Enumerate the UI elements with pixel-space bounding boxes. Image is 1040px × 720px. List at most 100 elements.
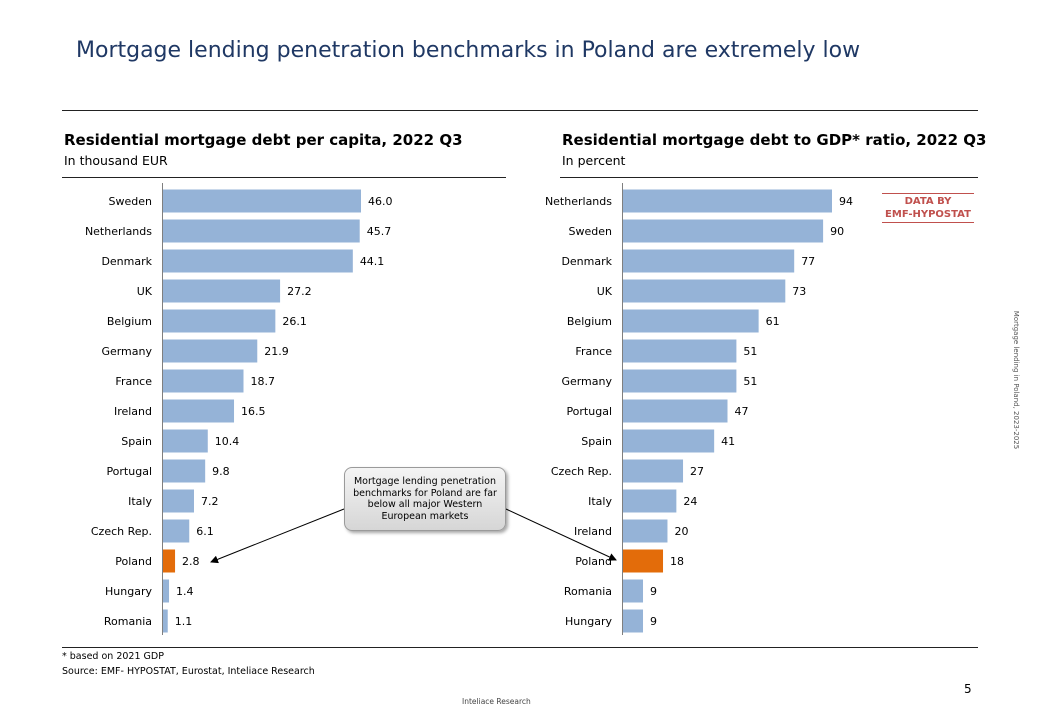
- chart-2-subtitle: In percent: [562, 153, 626, 168]
- chart-2-value-label: 51: [743, 375, 757, 388]
- chart-1-axis: [162, 183, 163, 635]
- chart-1-category-label: Denmark: [101, 255, 152, 268]
- chart-2-bar: [623, 279, 786, 303]
- chart-1-category-label: Italy: [128, 495, 152, 508]
- chart-2-category-label: Germany: [561, 375, 612, 388]
- chart-2-axis: [622, 183, 623, 635]
- chart-2-category-label: Sweden: [569, 225, 612, 238]
- chart-2-value-label: 24: [683, 495, 697, 508]
- chart-1-value-label: 21.9: [264, 345, 289, 358]
- chart-1-category-label: UK: [137, 285, 153, 298]
- chart-2-value-label: 47: [735, 405, 749, 418]
- chart-1-category-label: Czech Rep.: [91, 525, 152, 538]
- chart-1-value-label: 7.2: [201, 495, 219, 508]
- chart-2-bar: [623, 519, 668, 543]
- company-footer: Inteliace Research: [462, 697, 531, 706]
- chart-2-bar: [623, 339, 737, 363]
- chart-2-value-label: 61: [766, 315, 780, 328]
- chart-1-value-label: 46.0: [368, 195, 393, 208]
- chart-2-category-label: Ireland: [574, 525, 612, 538]
- chart-1-category-label: Romania: [104, 615, 152, 628]
- chart-1-bar: [163, 609, 168, 633]
- chart-2-bar: [623, 429, 715, 453]
- badge-line-2: EMF-HYPOSTAT: [885, 209, 971, 220]
- footer-rule: [62, 647, 978, 648]
- chart-2-category-label: Belgium: [567, 315, 612, 328]
- chart-1-value-label: 18.7: [250, 375, 275, 388]
- chart-1-bar: [163, 189, 361, 213]
- chart-2-bar: [623, 309, 759, 333]
- chart-1-category-label: Ireland: [114, 405, 152, 418]
- chart-2-header-rule: [560, 177, 978, 178]
- title-divider: [62, 110, 978, 111]
- chart-1-bar: [163, 519, 190, 543]
- chart-2-bar: [623, 399, 728, 423]
- chart-2-value-label: 9: [650, 615, 657, 628]
- chart-1-category-label: Germany: [101, 345, 152, 358]
- chart-1-category-label: Portugal: [106, 465, 152, 478]
- chart-2-value-label: 94: [839, 195, 853, 208]
- slide-title: Mortgage lending penetration benchmarks …: [76, 38, 861, 63]
- source-note: Source: EMF- HYPOSTAT, Eurostat, Intelia…: [62, 666, 315, 677]
- chart-2-bar: [623, 459, 684, 483]
- chart-1-title: Residential mortgage debt per capita, 20…: [64, 131, 463, 149]
- chart-2-value-label: 77: [801, 255, 815, 268]
- chart-1-header-rule: [62, 177, 506, 178]
- chart-1-bar: [163, 579, 170, 603]
- chart-1-bar: [163, 429, 208, 453]
- chart-1-value-label: 26.1: [282, 315, 307, 328]
- side-caption: Mortgage lending in Poland, 2023-2025: [1012, 310, 1020, 450]
- chart-2-value-label: 90: [830, 225, 844, 238]
- badge-line-1: DATA BY: [904, 196, 952, 207]
- chart-2-bar: [623, 369, 737, 393]
- chart-1-bar: [163, 309, 276, 333]
- callout-arrow-left: [210, 508, 345, 564]
- data-source-badge: DATA BY EMF-HYPOSTAT: [882, 193, 974, 223]
- chart-2-value-label: 41: [721, 435, 735, 448]
- chart-1-bar: [163, 249, 353, 273]
- chart-1-value-label: 2.8: [182, 555, 200, 568]
- chart-2-category-label: Denmark: [561, 255, 612, 268]
- chart-1-bar: [163, 459, 206, 483]
- chart-2-value-label: 73: [792, 285, 806, 298]
- chart-1-value-label: 27.2: [287, 285, 312, 298]
- chart-1-category-label: France: [115, 375, 152, 388]
- chart-1-category-label: Poland: [115, 555, 152, 568]
- chart-2-category-label: Netherlands: [545, 195, 612, 208]
- chart-1-category-label: Netherlands: [85, 225, 152, 238]
- chart-2-bar: [623, 549, 664, 573]
- chart-1-bar: [163, 369, 244, 393]
- chart-1-category-label: Belgium: [107, 315, 152, 328]
- chart-2-category-label: Portugal: [566, 405, 612, 418]
- chart-2-value-label: 20: [674, 525, 688, 538]
- chart-2-value-label: 51: [743, 345, 757, 358]
- chart-2-category-label: Czech Rep.: [551, 465, 612, 478]
- chart-2-category-label: Hungary: [565, 615, 612, 628]
- chart-2-value-label: 9: [650, 585, 657, 598]
- chart-2-bar: [623, 219, 824, 243]
- chart-1-category-label: Spain: [121, 435, 152, 448]
- chart-1-category-label: Hungary: [105, 585, 152, 598]
- chart-2-value-label: 18: [670, 555, 684, 568]
- chart-1-value-label: 45.7: [367, 225, 392, 238]
- chart-2-category-label: UK: [597, 285, 613, 298]
- chart-1-bar: [163, 219, 360, 243]
- chart-1-bar: [163, 489, 194, 513]
- chart-1-value-label: 44.1: [360, 255, 385, 268]
- callout-box: Mortgage lending penetration benchmarks …: [344, 467, 506, 531]
- chart-2-bar: [623, 249, 795, 273]
- chart-1-value-label: 6.1: [196, 525, 214, 538]
- chart-2-bar: [623, 609, 644, 633]
- chart-1-bar: [163, 549, 176, 573]
- chart-2-category-label: Poland: [575, 555, 612, 568]
- page-number: 5: [964, 682, 972, 696]
- chart-2-category-label: Italy: [588, 495, 612, 508]
- chart-2-value-label: 27: [690, 465, 704, 478]
- chart-2-category-label: France: [575, 345, 612, 358]
- callout-arrow-right: [505, 508, 617, 561]
- chart-1-value-label: 9.8: [212, 465, 230, 478]
- chart-2-bar: [623, 489, 677, 513]
